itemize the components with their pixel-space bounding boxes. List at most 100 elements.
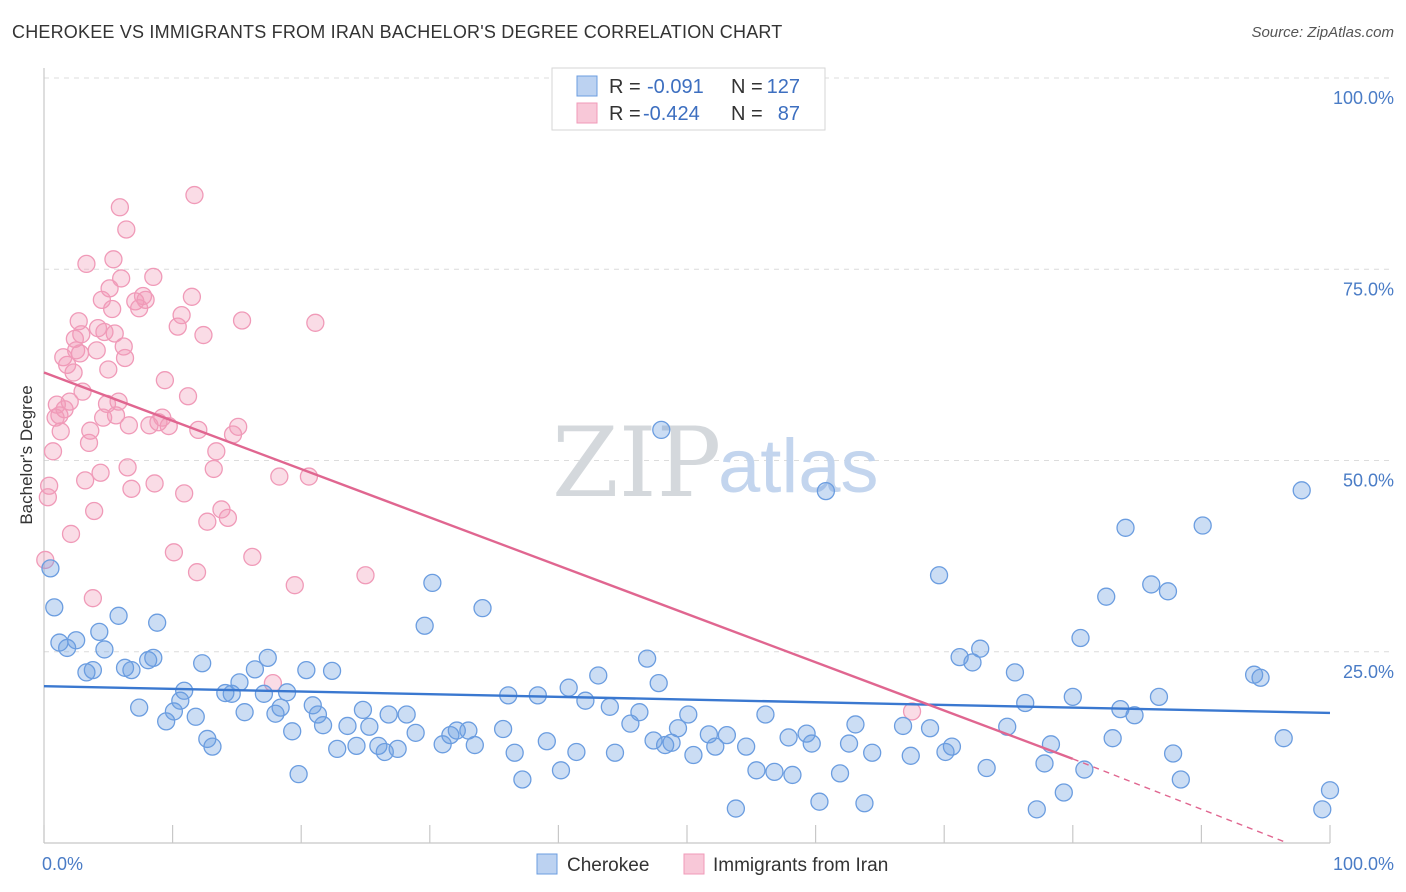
- legend-swatch-iran: [576, 102, 598, 124]
- cherokee-point-103: [920, 719, 940, 738]
- cherokee-point-63: [513, 770, 532, 789]
- cherokee-point-35: [289, 765, 308, 784]
- iran-point-7: [51, 422, 70, 441]
- cherokee-point-32: [271, 698, 290, 717]
- cherokee-point-109: [971, 639, 990, 658]
- cherokee-point-38: [308, 705, 328, 724]
- iran-point-82: [306, 313, 325, 332]
- cherokee-point-92: [783, 765, 802, 785]
- cherokee-point-96: [830, 764, 850, 783]
- cherokee-point-49: [388, 739, 407, 759]
- cherokee-point-6: [83, 660, 103, 680]
- iran-point-12: [61, 524, 81, 544]
- page-title: CHEROKEE VS IMMIGRANTS FROM IRAN BACHELO…: [12, 22, 783, 42]
- iran-point-71: [207, 442, 226, 461]
- iran-point-34: [100, 279, 119, 298]
- iran-point-62: [175, 484, 194, 503]
- trend-line-iran-extension: [1072, 758, 1288, 844]
- cherokee-point-69: [576, 691, 595, 710]
- iran-point-66: [187, 563, 207, 582]
- cherokee-point-23: [203, 737, 222, 756]
- y-tick-label-2: 75.0%: [1343, 279, 1394, 299]
- iran-point-60: [168, 317, 187, 336]
- bottom-legend-swatch-cherokee: [536, 853, 558, 875]
- iran-point-3: [43, 442, 63, 461]
- legend-r-value-iran: -0.424: [643, 103, 700, 125]
- cherokee-point-113: [1016, 693, 1035, 713]
- cherokee-point-91: [779, 728, 798, 747]
- cherokee-point-95: [810, 792, 829, 811]
- cherokee-point-100: [863, 743, 882, 762]
- cherokee-point-76: [644, 731, 663, 750]
- iran-point-77: [243, 547, 262, 567]
- cherokee-point-82: [684, 745, 703, 765]
- cherokee-point-66: [551, 761, 571, 780]
- bottom-legend-swatch-iran: [683, 853, 705, 875]
- cherokee-point-140: [652, 420, 671, 440]
- iran-point-41: [112, 269, 131, 288]
- cherokee-point-125: [1125, 706, 1144, 725]
- y-axis-title: Bachelor's Degree: [17, 385, 36, 524]
- cherokee-point-108: [963, 653, 982, 672]
- iran-point-33: [99, 360, 118, 379]
- iran-point-36: [104, 250, 123, 269]
- iran-point-23: [81, 421, 100, 440]
- cherokee-point-77: [649, 673, 668, 693]
- cherokee-point-4: [67, 631, 86, 650]
- iran-point-61: [172, 305, 191, 325]
- iran-point-44: [117, 220, 136, 239]
- cherokee-point-17: [164, 702, 184, 721]
- iran-point-73: [218, 508, 238, 528]
- cherokee-point-54: [433, 735, 452, 754]
- cherokee-point-120: [1075, 760, 1094, 779]
- cherokee-point-12: [130, 698, 149, 717]
- cherokee-point-20: [186, 707, 205, 726]
- bottom-legend: Cherokee Immigrants from Iran: [536, 853, 888, 876]
- cherokee-point-97: [839, 734, 859, 753]
- cherokee-point-68: [567, 742, 586, 762]
- legend-r-label-iran: R =: [609, 103, 641, 125]
- cherokee-point-134: [1274, 729, 1293, 748]
- cherokee-point-124: [1116, 518, 1135, 537]
- iran-point-59: [164, 543, 184, 562]
- watermark: ZIP atlas: [552, 407, 879, 519]
- cherokee-point-7: [90, 622, 109, 642]
- cherokee-point-135: [1292, 481, 1311, 500]
- cherokee-point-131: [1193, 516, 1212, 535]
- legend-r-label-cherokee: R =: [609, 76, 641, 98]
- cherokee-point-93: [797, 724, 816, 743]
- iran-point-65: [185, 185, 204, 205]
- iran-point-79: [270, 467, 289, 486]
- bottom-legend-label-iran: Immigrants from Iran: [713, 855, 888, 876]
- cherokee-point-127: [1149, 687, 1169, 707]
- iran-point-45: [118, 458, 137, 477]
- cherokee-point-1: [45, 598, 64, 617]
- cherokee-point-41: [328, 739, 347, 759]
- cherokee-point-62: [505, 743, 524, 762]
- cherokee-point-50: [397, 705, 416, 724]
- cherokee-point-36: [297, 660, 316, 680]
- cherokee-point-136: [1313, 800, 1332, 819]
- cherokee-point-45: [360, 717, 379, 736]
- cherokee-point-118: [1063, 687, 1082, 707]
- iran-point-51: [136, 290, 155, 310]
- cherokee-point-9: [109, 606, 128, 625]
- iran-point-53: [144, 267, 163, 287]
- cherokee-point-75: [637, 649, 657, 668]
- source-label: Source: ZipAtlas.com: [1251, 24, 1394, 41]
- x-tick-label-max: 100.0%: [1333, 854, 1394, 874]
- iran-point-80: [285, 576, 304, 595]
- cherokee-point-44: [353, 700, 373, 720]
- cherokee-point-84: [706, 737, 725, 756]
- iran-point-21: [77, 254, 96, 274]
- iran-point-54: [145, 474, 164, 493]
- cherokee-point-19: [175, 681, 194, 700]
- iran-point-11: [60, 392, 79, 411]
- watermark-atlas: atlas: [718, 424, 879, 509]
- cherokee-point-130: [1171, 770, 1190, 789]
- cherokee-point-106: [942, 737, 962, 756]
- cherokee-point-60: [493, 719, 513, 739]
- cherokee-point-34: [283, 722, 302, 741]
- cherokee-point-88: [747, 761, 766, 780]
